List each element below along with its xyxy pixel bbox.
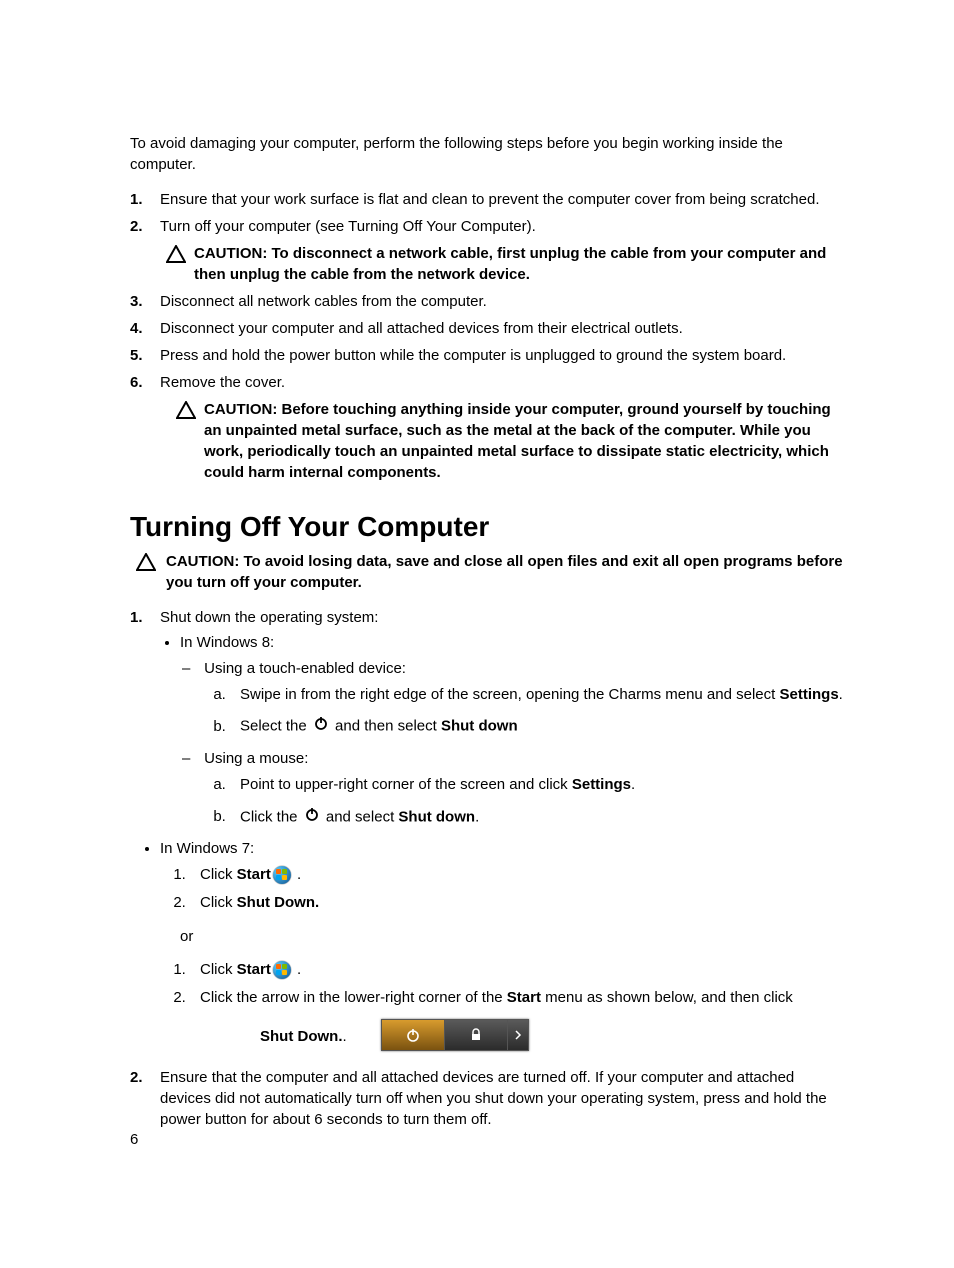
- caution-text: CAUTION: Before touching anything inside…: [204, 399, 844, 483]
- shutdown-steps: 1. Shut down the operating system: In Wi…: [130, 607, 844, 1130]
- step-text: Press and hold the power button while th…: [160, 345, 844, 366]
- power-icon: [304, 806, 320, 829]
- caution-triangle-icon: [176, 401, 196, 425]
- win7-step-1: Click Start .: [190, 864, 844, 886]
- bar-arrow-segment: [508, 1020, 528, 1050]
- win7b-step-2: Click the arrow in the lower-right corne…: [190, 987, 844, 1055]
- step-number: 4.: [130, 318, 160, 339]
- step-text: Disconnect all network cables from the c…: [160, 291, 844, 312]
- step-3: 3. Disconnect all network cables from th…: [130, 291, 844, 312]
- step-number: 5.: [130, 345, 160, 366]
- os-list: In Windows 8: Using a touch-enabled devi…: [160, 632, 844, 828]
- caution-note-1: CAUTION: To disconnect a network cable, …: [166, 243, 844, 285]
- os-list-2: In Windows 7: Click Start . Click Shut D…: [140, 838, 844, 1055]
- shutdown-step-1: 1. Shut down the operating system: In Wi…: [130, 607, 844, 1061]
- win8-methods: Using a touch-enabled device: Swipe in f…: [180, 658, 844, 829]
- section-heading: Turning Off Your Computer: [130, 511, 844, 543]
- mouse-steps: Point to upper-right corner of the scree…: [200, 774, 844, 829]
- touch-device-item: Using a touch-enabled device: Swipe in f…: [200, 658, 844, 738]
- step-text: Turn off your computer (see Turning Off …: [160, 216, 844, 237]
- shutdown-bar-row: Shut Down..: [200, 1019, 844, 1055]
- step-text: Ensure that the computer and all attache…: [160, 1067, 844, 1130]
- shutdown-step-2: 2. Ensure that the computer and all atta…: [130, 1067, 844, 1130]
- mouse-item: Using a mouse: Point to upper-right corn…: [200, 748, 844, 828]
- win7b-step-1: Click Start .: [190, 959, 844, 981]
- intro-paragraph: To avoid damaging your computer, perform…: [130, 133, 844, 175]
- step-6: 6. Remove the cover.: [130, 372, 844, 393]
- step-text: Disconnect your computer and all attache…: [160, 318, 844, 339]
- step-number: 1.: [130, 189, 160, 210]
- step-1: 1. Ensure that your work surface is flat…: [130, 189, 844, 210]
- caution-text: CAUTION: To avoid losing data, save and …: [166, 551, 844, 593]
- win7-step-2: Click Shut Down.: [190, 892, 844, 914]
- step-4: 4. Disconnect your computer and all atta…: [130, 318, 844, 339]
- step-2: 2. Turn off your computer (see Turning O…: [130, 216, 844, 237]
- os-label: In Windows 8:: [180, 634, 274, 651]
- method-label: Using a mouse:: [204, 750, 308, 767]
- document-page: To avoid damaging your computer, perform…: [0, 0, 954, 1268]
- win7-steps-b: Click Start . Click the arrow in the low…: [160, 959, 844, 1055]
- step-text: Ensure that your work surface is flat an…: [160, 189, 844, 210]
- caution-note-2: CAUTION: Before touching anything inside…: [176, 399, 844, 483]
- step-5: 5. Press and hold the power button while…: [130, 345, 844, 366]
- step-text: Shut down the operating system:: [160, 609, 378, 626]
- bar-power-segment: [382, 1020, 445, 1050]
- mouse-step-a: Point to upper-right corner of the scree…: [230, 774, 844, 796]
- step-number: 6.: [130, 372, 160, 393]
- step-number: 2.: [130, 216, 160, 237]
- step-text: Remove the cover.: [160, 372, 844, 393]
- caution-note-heading: CAUTION: To avoid losing data, save and …: [130, 551, 844, 593]
- step-body: Shut down the operating system: In Windo…: [160, 607, 844, 1061]
- caution-text: CAUTION: To disconnect a network cable, …: [194, 243, 844, 285]
- win7-steps-a: Click Start . Click Shut Down.: [160, 864, 844, 914]
- touch-step-b: Select the and then select Shut down: [230, 715, 844, 738]
- touch-step-a: Swipe in from the right edge of the scre…: [230, 684, 844, 706]
- os-label: In Windows 7:: [160, 840, 254, 857]
- page-number: 6: [130, 1131, 138, 1148]
- shutdown-button-bar: [381, 1019, 529, 1051]
- preparation-steps-cont: 3. Disconnect all network cables from th…: [130, 291, 844, 393]
- windows-8-item: In Windows 8: Using a touch-enabled devi…: [180, 632, 844, 828]
- bar-lock-segment: [445, 1020, 508, 1050]
- start-orb-icon: [273, 866, 291, 884]
- power-icon: [313, 715, 329, 738]
- mouse-step-b: Click the and select Shut down.: [230, 806, 844, 829]
- step-number: 3.: [130, 291, 160, 312]
- caution-triangle-icon: [136, 553, 156, 577]
- touch-steps: Swipe in from the right edge of the scre…: [200, 684, 844, 739]
- preparation-steps: 1. Ensure that your work surface is flat…: [130, 189, 844, 237]
- or-text: or: [180, 926, 844, 948]
- step-number: 2.: [130, 1067, 160, 1130]
- method-label: Using a touch-enabled device:: [204, 660, 406, 677]
- caution-triangle-icon: [166, 245, 186, 269]
- start-orb-icon: [273, 961, 291, 979]
- windows-7-item: In Windows 7: Click Start . Click Shut D…: [160, 838, 844, 1055]
